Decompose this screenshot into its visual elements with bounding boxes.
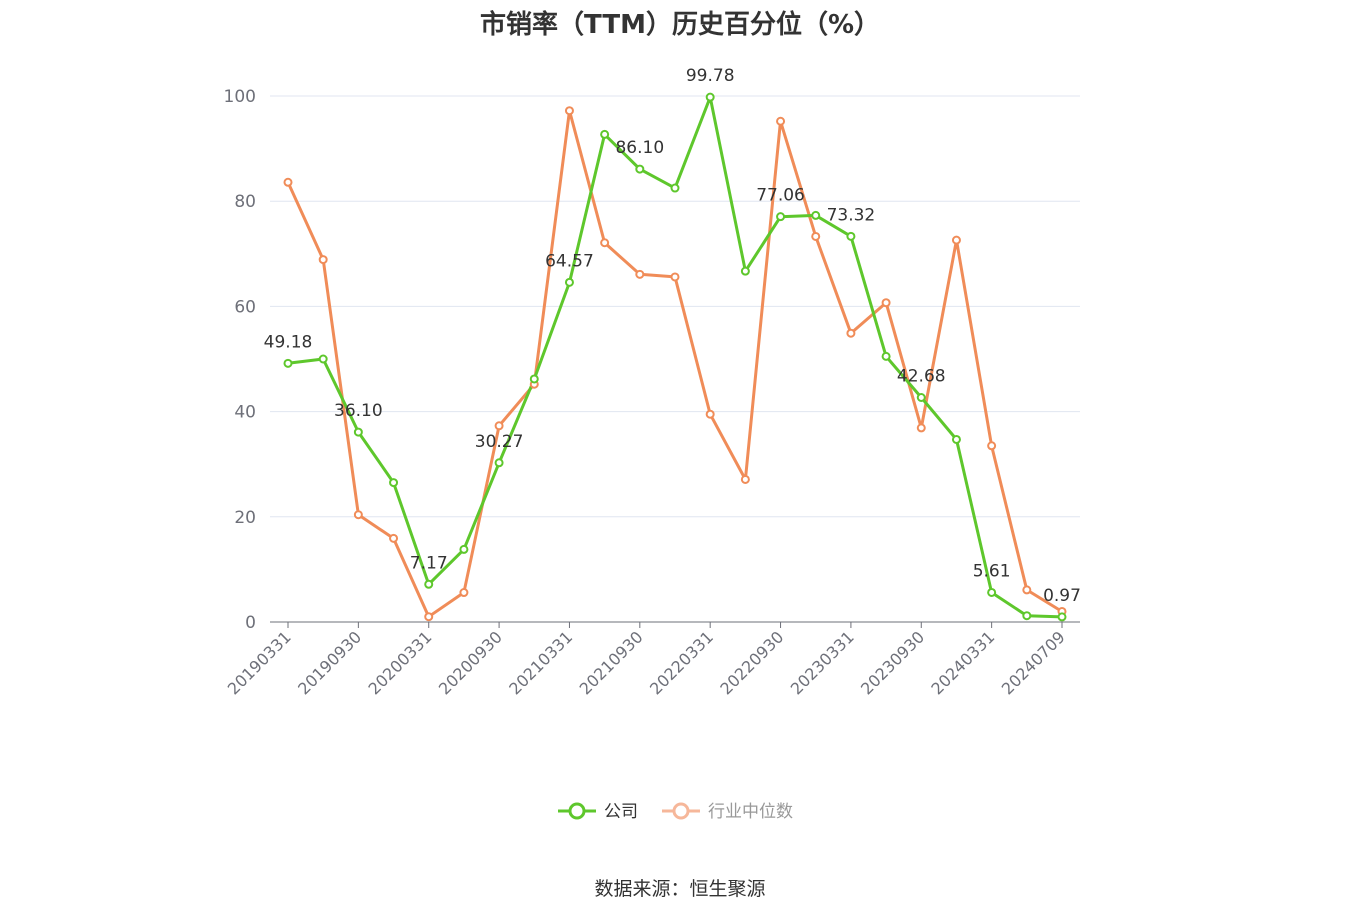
- data-point: [529, 374, 539, 384]
- data-point: [987, 587, 997, 597]
- data-point: [811, 231, 821, 241]
- x-tick-label: 20200930: [435, 627, 506, 698]
- data-point: [776, 212, 786, 222]
- data-point: [318, 354, 328, 364]
- data-point: [881, 298, 891, 308]
- data-point: [740, 266, 750, 276]
- y-tick-label: 20: [234, 508, 256, 528]
- x-tick-label: 20190331: [224, 627, 295, 698]
- data-point: [424, 612, 434, 622]
- x-tick-label: 20230930: [857, 627, 928, 698]
- x-tick-label: 20220331: [646, 627, 717, 698]
- data-point: [881, 351, 891, 361]
- data-point: [951, 235, 961, 245]
- legend-label: 公司: [604, 802, 638, 822]
- chart-title: 市销率（TTM）历史百分位（%）: [480, 10, 880, 40]
- x-tick-label: 20230331: [787, 627, 858, 698]
- y-axis-ticks: 0 20 40 60 80 100: [224, 87, 256, 633]
- data-point: [951, 434, 961, 444]
- y-tick-label: 0: [245, 613, 256, 633]
- data-labels: 49.18 36.10 7.17 30.27 64.57 86.10 99.78 77.06 7…: [264, 66, 1081, 606]
- data-point: [670, 183, 680, 193]
- legend-label: 行业中位数: [708, 802, 793, 822]
- data-point: [389, 533, 399, 543]
- data-label: 42.68: [897, 367, 946, 387]
- data-point: [846, 231, 856, 241]
- data-point: [670, 272, 680, 282]
- data-point: [459, 544, 469, 554]
- x-tick-label: 20240331: [927, 627, 998, 698]
- data-point: [424, 579, 434, 589]
- x-axis: 20190331 20190930 20200331 20200930 20210331…: [224, 621, 1080, 698]
- data-label: 49.18: [264, 332, 313, 352]
- data-point: [916, 423, 926, 433]
- data-label: 77.06: [756, 186, 805, 206]
- y-tick-label: 80: [234, 192, 256, 212]
- data-point: [1022, 585, 1032, 595]
- data-point: [494, 458, 504, 468]
- legend-item-0[interactable]: 公司: [558, 802, 638, 822]
- data-point: [1057, 612, 1067, 622]
- data-point: [635, 269, 645, 279]
- data-point: [705, 409, 715, 419]
- data-label: 0.97: [1043, 586, 1081, 606]
- data-label: 5.61: [973, 561, 1011, 581]
- y-tick-label: 100: [224, 87, 256, 107]
- y-tick-label: 60: [234, 297, 256, 317]
- data-label: 30.27: [475, 432, 524, 452]
- data-point: [564, 277, 574, 287]
- data-point: [1022, 611, 1032, 621]
- legend-item-1[interactable]: 行业中位数: [662, 802, 793, 822]
- legend-marker: [568, 802, 586, 820]
- data-point: [987, 441, 997, 451]
- data-point: [705, 92, 715, 102]
- data-point: [353, 427, 363, 437]
- x-tick-label: 20240709: [998, 627, 1069, 698]
- data-point: [846, 328, 856, 338]
- y-tick-label: 40: [234, 403, 256, 423]
- x-tick-label: 20190930: [294, 627, 365, 698]
- data-point: [283, 177, 293, 187]
- series-line-0: [287, 95, 1063, 619]
- data-label: 99.78: [686, 66, 735, 86]
- data-point: [600, 238, 610, 248]
- data-point: [459, 588, 469, 598]
- data-point: [389, 478, 399, 488]
- data-point: [353, 510, 363, 520]
- data-point: [811, 210, 821, 220]
- data-label: 7.17: [410, 553, 448, 573]
- legend-marker: [672, 802, 690, 820]
- data-label: 73.32: [827, 205, 876, 225]
- data-label: 36.10: [334, 401, 383, 421]
- x-tick-label: 20220930: [716, 627, 787, 698]
- x-tick-label: 20200331: [365, 627, 436, 698]
- data-point: [600, 129, 610, 139]
- data-point: [283, 358, 293, 368]
- data-point: [916, 393, 926, 403]
- data-point: [318, 255, 328, 265]
- data-point: [776, 116, 786, 126]
- legend[interactable]: 公司 行业中位数: [558, 802, 793, 822]
- data-label: 86.10: [615, 138, 664, 158]
- series-lines: [286, 95, 1063, 619]
- data-point: [635, 164, 645, 174]
- data-point: [740, 474, 750, 484]
- series-points: [283, 92, 1067, 622]
- data-point: [494, 421, 504, 431]
- data-label: 64.57: [545, 251, 594, 271]
- data-source: 数据来源：恒生聚源: [594, 878, 766, 900]
- data-point: [564, 106, 574, 116]
- x-tick-label: 20210930: [576, 627, 647, 698]
- x-tick-label: 20210331: [505, 627, 576, 698]
